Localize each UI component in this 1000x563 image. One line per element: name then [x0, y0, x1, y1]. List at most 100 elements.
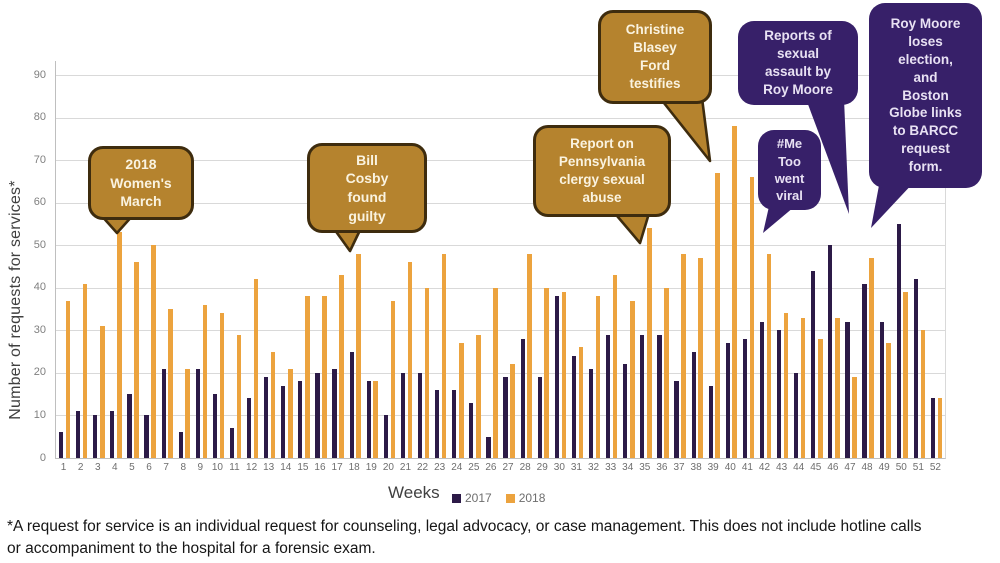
bar-week-28-2017 [520, 338, 525, 458]
bar-week-47-2018 [852, 377, 857, 458]
bar-week-23-2018 [441, 253, 447, 458]
bar-week-1-2018 [65, 300, 71, 458]
bar-week-33-2018 [612, 275, 618, 458]
x-tick-label-5: 5 [129, 462, 135, 473]
x-tick-label-30: 30 [553, 462, 565, 473]
x-tick-label-8: 8 [180, 462, 186, 473]
x-tick-label-2: 2 [77, 462, 84, 473]
x-tick-label-49: 49 [878, 462, 890, 473]
bar-week-46-2017 [828, 245, 833, 458]
x-tick-label-36: 36 [656, 462, 668, 473]
bar-week-8-2018 [185, 368, 190, 458]
y-tick-label-30: 30 [33, 323, 46, 336]
x-tick-label-48: 48 [861, 462, 873, 473]
bar-week-18-2017 [349, 351, 354, 458]
bar-week-18-2018 [356, 253, 361, 458]
bar-week-5-2018 [134, 262, 139, 458]
x-tick-label-17: 17 [331, 462, 343, 473]
x-tick-label-21: 21 [399, 462, 412, 473]
bar-week-37-2017 [674, 381, 679, 458]
bar-week-3-2017 [93, 415, 98, 458]
callout-blasey-ford: Christine Blasey Ford testifies [598, 10, 712, 104]
bar-week-4-2017 [110, 411, 115, 458]
bar-week-49-2018 [886, 343, 891, 458]
bar-week-42-2018 [766, 253, 772, 458]
bar-week-10-2018 [219, 313, 225, 458]
x-tick-label-44: 44 [793, 462, 805, 473]
callout-womens-march: 2018 Women's March [88, 146, 194, 220]
bar-week-34-2017 [623, 364, 628, 458]
y-tick-label-40: 40 [33, 281, 46, 294]
gridline-30 [56, 330, 945, 332]
bar-week-23-2017 [435, 389, 440, 458]
bar-week-33-2017 [606, 334, 611, 458]
bar-week-52-2017 [930, 398, 936, 458]
bar-week-24-2017 [452, 389, 457, 458]
legend-label-2017: 2017 [465, 491, 492, 505]
bar-week-30-2017 [554, 296, 559, 458]
gridline-50 [56, 245, 945, 247]
y-tick-label-0: 0 [39, 451, 46, 464]
gridline-90 [56, 75, 945, 76]
bar-week-45-2018 [817, 338, 823, 458]
gridline-60 [56, 202, 945, 204]
x-tick-label-11: 11 [229, 462, 240, 473]
bar-week-25-2018 [476, 334, 481, 458]
bar-week-36-2017 [657, 334, 662, 458]
gridline-40 [56, 287, 945, 289]
x-tick-label-26: 26 [485, 462, 497, 473]
bar-week-7-2018 [168, 309, 173, 458]
bar-week-11-2018 [236, 334, 242, 458]
x-axis-title: Weeks [388, 483, 440, 502]
callout-rm-loses: Roy Moore loses election, and Boston Glo… [869, 3, 982, 188]
bar-week-51-2018 [920, 330, 926, 458]
plot-area [55, 61, 946, 459]
x-tick-label-6: 6 [146, 462, 152, 473]
legend-swatch-2017 [452, 493, 461, 503]
bar-week-22-2018 [424, 287, 430, 458]
x-tick-label-31: 31 [570, 462, 582, 473]
bar-week-12-2017 [247, 398, 252, 458]
x-tick-label-1: 1 [60, 462, 67, 473]
bar-week-48-2017 [862, 283, 867, 458]
bar-week-43-2018 [783, 313, 789, 458]
bar-week-43-2017 [776, 330, 782, 458]
x-tick-label-28: 28 [519, 462, 531, 473]
x-tick-label-3: 3 [94, 462, 101, 473]
bar-week-25-2017 [469, 402, 474, 458]
x-tick-label-7: 7 [163, 462, 169, 473]
x-tick-label-45: 45 [810, 462, 822, 473]
bar-week-15-2018 [305, 296, 310, 458]
bar-week-31-2017 [571, 355, 577, 458]
bar-week-29-2018 [544, 287, 550, 458]
bar-week-14-2017 [281, 385, 286, 458]
bar-week-41-2017 [742, 338, 747, 458]
bar-week-22-2017 [417, 372, 423, 458]
bar-week-38-2018 [698, 258, 703, 458]
bar-week-45-2017 [811, 270, 816, 458]
bar-week-2-2017 [76, 411, 81, 458]
bar-week-20-2018 [390, 300, 396, 458]
bar-week-8-2017 [178, 432, 183, 458]
x-tick-label-42: 42 [758, 462, 771, 473]
bar-week-21-2017 [400, 372, 406, 458]
bar-week-16-2018 [322, 296, 327, 458]
y-tick-label-90: 90 [33, 68, 46, 81]
bar-week-27-2018 [510, 364, 515, 458]
bar-week-52-2018 [937, 398, 943, 458]
bar-week-46-2018 [835, 317, 840, 458]
x-tick-label-33: 33 [605, 462, 617, 473]
callout-rm-reports: Reports of sexual assault by Roy Moore [738, 21, 858, 105]
bar-week-32-2018 [595, 296, 601, 458]
bar-week-15-2017 [298, 381, 303, 458]
bar-week-32-2017 [588, 368, 594, 458]
bar-week-1-2017 [58, 432, 64, 458]
y-tick-label-70: 70 [33, 153, 46, 166]
gridline-80 [56, 117, 945, 119]
bar-week-48-2018 [869, 258, 874, 458]
callout-pa-clergy: Report on Pennsylvania clergy sexual abu… [533, 125, 671, 217]
bar-week-26-2017 [486, 436, 491, 458]
bar-week-17-2017 [332, 368, 337, 458]
x-tick-label-20: 20 [382, 462, 394, 473]
bar-week-7-2017 [161, 368, 166, 458]
